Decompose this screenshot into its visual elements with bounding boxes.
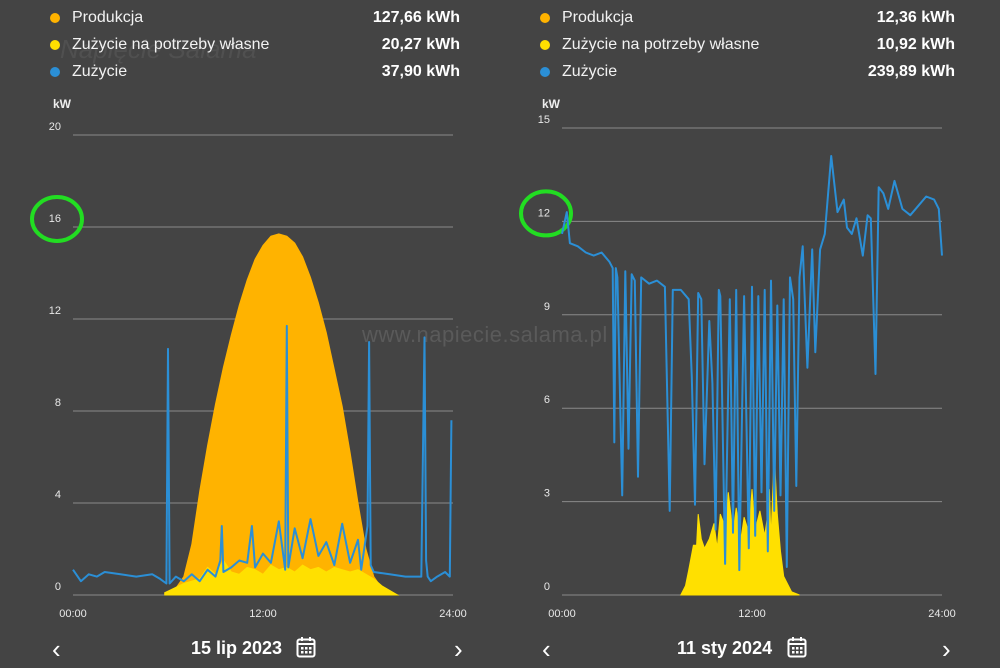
y-tick-label: 6 [544, 394, 550, 406]
next-day-button[interactable]: › [942, 634, 951, 664]
legend-label: Produkcja [72, 8, 144, 26]
x-tick-label: 00:00 [548, 608, 576, 620]
y-tick-label: 0 [55, 581, 61, 593]
x-tick-label: 12:00 [738, 608, 766, 620]
y-tick-label: 16 [49, 213, 61, 225]
calendar-icon[interactable] [296, 636, 316, 658]
legend-label: Zużycie [72, 62, 128, 80]
chart-panel-right: Produkcja 12,36 kWh Zużycie na potrzeby … [490, 0, 1000, 667]
date-label[interactable]: 15 lip 2023 [191, 638, 283, 658]
legend-label: Zużycie na potrzeby własne [72, 35, 270, 53]
legend: Produkcja 12,36 kWh Zużycie na potrzeby … [540, 4, 955, 85]
power-chart[interactable]: 0 4 8 12 16 20 00:00 12:00 24:00 [0, 0, 490, 632]
y-tick-label: 9 [544, 301, 550, 313]
legend-value: 20,27 kWh [381, 35, 460, 53]
prev-day-button[interactable]: ‹ [542, 634, 551, 664]
x-tick-label: 00:00 [59, 608, 87, 620]
legend-item-self-consumption[interactable]: Zużycie na potrzeby własne 10,92 kWh [540, 31, 955, 58]
logo-watermark: Napięcie Salama [60, 34, 257, 64]
legend-dot [50, 12, 60, 23]
site-watermark: www.napiecie.salama.pl [362, 322, 608, 347]
legend-value: 127,66 kWh [372, 8, 460, 26]
legend-label: Zużycie [562, 62, 618, 80]
chart-panel-left: Produkcja 127,66 kWh Zużycie na potrzeby… [0, 0, 490, 667]
legend-label: Produkcja [562, 8, 634, 26]
legend-item-self-consumption[interactable]: Zużycie na potrzeby własne 20,27 kWh [50, 31, 460, 58]
series-area-produkcja [164, 233, 398, 596]
series-line-consumption [72, 324, 453, 585]
y-tick-label: 0 [544, 581, 550, 593]
next-day-button[interactable]: › [454, 634, 463, 664]
legend-item-consumption[interactable]: Zużycie 239,89 kWh [540, 58, 955, 85]
legend-label: Zużycie na potrzeby własne [562, 35, 760, 53]
x-tick-label: 24:00 [439, 608, 467, 620]
y-tick-label: 12 [49, 305, 61, 317]
legend-item-produkcja[interactable]: Produkcja 127,66 kWh [50, 4, 460, 31]
legend-dot [540, 12, 550, 23]
highlight-circle [30, 195, 84, 243]
legend-value: 239,89 kWh [867, 62, 955, 80]
legend-item-consumption[interactable]: Zużycie 37,90 kWh [50, 58, 460, 85]
legend-item-produkcja[interactable]: Produkcja 12,36 kWh [540, 4, 955, 31]
legend-dot [540, 39, 550, 50]
legend-dot [50, 66, 60, 77]
y-tick-label: 8 [55, 397, 61, 409]
y-axis-unit: kW [53, 97, 71, 111]
legend: Produkcja 127,66 kWh Zużycie na potrzeby… [50, 4, 460, 85]
prev-day-button[interactable]: ‹ [52, 634, 61, 664]
series-line-consumption [561, 155, 943, 572]
y-tick-label: 15 [538, 114, 550, 126]
legend-value: 10,92 kWh [876, 35, 955, 53]
power-chart[interactable]: 0 3 6 9 12 15 00:00 12:00 24:00 [490, 0, 1000, 632]
y-axis-unit: kW [542, 97, 560, 111]
series-area-self-consumption [679, 451, 800, 596]
y-tick-label: 20 [49, 121, 61, 133]
date-navigator: ‹ 11 sty 2024 › [490, 632, 1000, 668]
y-tick-label: 4 [55, 489, 61, 501]
legend-dot [50, 39, 60, 50]
y-tick-label: 12 [538, 207, 550, 219]
date-navigator: ‹ 15 lip 2023 › [0, 632, 490, 668]
legend-value: 37,90 kWh [381, 62, 460, 80]
legend-value: 12,36 kWh [876, 8, 955, 26]
x-tick-label: 24:00 [928, 608, 956, 620]
legend-dot [540, 66, 550, 77]
y-tick-label: 3 [544, 488, 550, 500]
calendar-icon[interactable] [787, 636, 807, 658]
highlight-circle [519, 189, 573, 238]
x-tick-label: 12:00 [249, 608, 277, 620]
date-label[interactable]: 11 sty 2024 [677, 638, 773, 658]
